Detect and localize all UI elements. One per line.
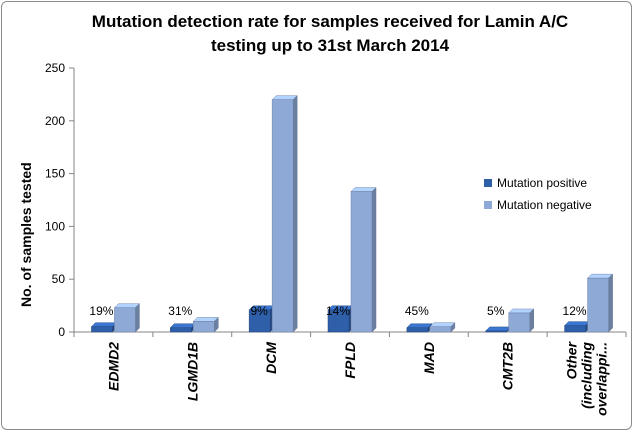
bar-negative bbox=[350, 191, 373, 333]
bar-negative bbox=[114, 307, 136, 333]
data-label: 9% bbox=[250, 304, 268, 318]
bar-positive bbox=[248, 309, 271, 333]
x-tick-label: DCM bbox=[263, 342, 279, 374]
bar-negative-side bbox=[371, 186, 377, 333]
bar-negative bbox=[429, 326, 452, 333]
legend-label-positive: Mutation positive bbox=[497, 176, 588, 190]
bar-negative-side bbox=[608, 273, 613, 333]
chart-title: Mutation detection rate for samples rece… bbox=[60, 10, 600, 58]
legend-item-positive: Mutation positive bbox=[484, 172, 592, 194]
data-label: 45% bbox=[405, 304, 429, 318]
bar-negative bbox=[193, 321, 215, 333]
bar-positive bbox=[485, 330, 507, 333]
x-tick-label: (including bbox=[579, 342, 595, 409]
y-tick-label: 100 bbox=[45, 219, 65, 233]
x-tick-label: overlappi... bbox=[594, 342, 610, 416]
legend-swatch-positive bbox=[484, 179, 492, 187]
bar-negative-side bbox=[292, 95, 298, 333]
data-label: 31% bbox=[168, 304, 192, 318]
x-tick-label: EDMD2 bbox=[105, 342, 121, 391]
legend-label-negative: Mutation negative bbox=[497, 198, 592, 212]
data-label: 19% bbox=[89, 304, 113, 318]
bar-positive bbox=[564, 325, 586, 333]
bar-negative bbox=[271, 99, 294, 333]
bar-negative-side bbox=[135, 303, 140, 333]
x-tick-label: MAD bbox=[421, 342, 437, 374]
legend: Mutation positive Mutation negative bbox=[484, 172, 592, 216]
bar-positive bbox=[406, 327, 429, 333]
y-tick-label: 50 bbox=[52, 272, 66, 286]
bar-negative-side bbox=[529, 308, 534, 333]
x-tick-label: LGMD1B bbox=[184, 342, 200, 401]
legend-item-negative: Mutation negative bbox=[484, 194, 592, 216]
chart-title-line-1: Mutation detection rate for samples rece… bbox=[91, 12, 569, 31]
y-tick-label: 150 bbox=[45, 167, 65, 181]
y-tick-label: 200 bbox=[45, 114, 65, 128]
x-tick-label: FPLD bbox=[342, 342, 358, 379]
bar-positive bbox=[91, 326, 113, 333]
chart-title-line-2: testing up to 31st March 2014 bbox=[210, 36, 450, 55]
bar-negative bbox=[587, 277, 609, 333]
data-label: 5% bbox=[487, 304, 505, 318]
bar-negative bbox=[508, 312, 530, 333]
legend-swatch-negative bbox=[484, 201, 492, 209]
bar-positive bbox=[170, 327, 192, 333]
data-label: 14% bbox=[326, 304, 350, 318]
y-tick-label: 250 bbox=[45, 61, 65, 75]
x-tick-label: Other bbox=[564, 340, 580, 379]
bar-positive bbox=[327, 309, 350, 333]
x-tick-label: CMT2B bbox=[500, 342, 516, 390]
y-tick-label: 0 bbox=[58, 325, 65, 339]
data-label: 12% bbox=[563, 304, 587, 318]
